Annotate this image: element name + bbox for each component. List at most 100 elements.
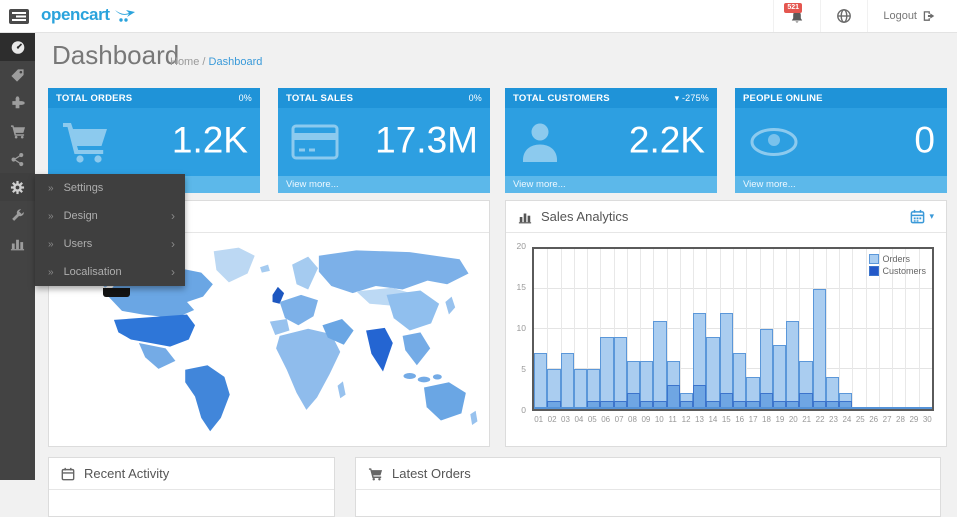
logout-button[interactable]: Logout (867, 0, 951, 32)
date-range-button[interactable]: ▾ (910, 209, 934, 224)
chart-bar-orders (786, 321, 800, 409)
chart-x-tick: 12 (681, 415, 691, 424)
chart-x-tick: 01 (534, 415, 544, 424)
chart-gridline (679, 249, 681, 409)
chart-x-tick: 23 (829, 415, 838, 424)
chart-x-tick: 04 (574, 415, 584, 424)
tile-value: 1.2K (171, 119, 248, 161)
flyout-item-users[interactable]: » Users › (35, 230, 185, 258)
bell-icon (789, 8, 805, 25)
chart-x-tick: 24 (842, 415, 852, 424)
tile-body: 17.3M (278, 108, 490, 176)
tile-body: 0 (735, 108, 947, 176)
sidebar-item-marketing[interactable] (0, 145, 35, 173)
bar-chart-icon (518, 210, 532, 224)
chart-x-tick: 14 (708, 415, 718, 424)
tile-title: TOTAL CUSTOMERS (513, 92, 610, 104)
legend-label: Customers (882, 266, 926, 276)
cart-logo-icon (114, 8, 136, 22)
flyout-item-label: Design (63, 210, 98, 222)
chart-bar-customers (733, 401, 747, 409)
chart-bar-customers (547, 401, 561, 409)
chart-bar-orders (733, 353, 747, 409)
submenu-chevron-icon: › (171, 237, 175, 251)
chart-gridline (918, 249, 920, 409)
sidebar-item-reports[interactable] (0, 229, 35, 257)
chart-gridline (613, 249, 615, 409)
tile-value: 0 (914, 119, 935, 161)
chart-bar-customers (693, 385, 707, 409)
breadcrumb-home-link[interactable]: Home (170, 56, 200, 68)
flyout-item-settings[interactable]: » Settings (35, 174, 185, 202)
legend-swatch (869, 254, 880, 264)
sidebar-item-system[interactable] (0, 173, 35, 201)
chart-y-tick: 10 (516, 323, 526, 333)
chart-legend: Orders Customers (869, 254, 926, 278)
chart-plot: Orders Customers (532, 247, 934, 411)
flyout-item-design[interactable]: » Design › (35, 202, 185, 230)
sidebar-item-sales[interactable] (0, 117, 35, 145)
chart-bar-orders (547, 369, 561, 409)
wrench-icon (10, 208, 25, 223)
chart-y-tick: 15 (516, 282, 526, 292)
chart-gridline (905, 249, 907, 409)
flyout-item-label: Localisation (63, 266, 122, 278)
sidebar-item-extensions[interactable] (0, 89, 35, 117)
chart-gridline (892, 249, 894, 409)
chart-bar-customers (653, 401, 667, 409)
chart-x-tick: 05 (587, 415, 597, 424)
chart-gridline (547, 249, 549, 409)
chart-gridline (626, 249, 628, 409)
double-chevron-icon: » (48, 266, 54, 278)
tile-header: TOTAL ORDERS 0% (48, 88, 260, 108)
chart-x-tick: 11 (668, 415, 677, 424)
share-icon (10, 152, 25, 167)
chart-bar-customers (746, 401, 760, 409)
tile-delta: 0% (468, 93, 482, 103)
sidebar-nav (0, 33, 35, 480)
sidebar-item-tools[interactable] (0, 201, 35, 229)
calendar-icon (61, 467, 75, 481)
chart-y-labels: 0 5 10 15 20 (508, 241, 529, 415)
chart-gridline (560, 249, 562, 409)
chart-gridline (852, 249, 854, 409)
chart-x-tick: 10 (654, 415, 664, 424)
chart-gridline (640, 249, 642, 409)
menu-toggle-button[interactable] (8, 7, 30, 25)
chart-x-tick: 29 (909, 415, 919, 424)
sales-analytics-header: Sales Analytics ▾ (506, 201, 946, 233)
flyout-item-localisation[interactable]: » Localisation › (35, 258, 185, 286)
chart-x-tick: 19 (775, 415, 785, 424)
sidebar-item-catalog[interactable] (0, 61, 35, 89)
panel-title: Sales Analytics (541, 209, 629, 224)
chart-x-tick: 07 (614, 415, 624, 424)
chart-x-tick: 03 (561, 415, 570, 424)
chart-bar-orders (600, 337, 614, 409)
chart-x-tick: 17 (748, 415, 758, 424)
gear-icon (10, 180, 25, 195)
tile-body: 1.2K (48, 108, 260, 176)
view-more-link[interactable]: View more... (735, 176, 947, 193)
tag-icon (10, 68, 25, 83)
stat-tile-total-sales: TOTAL SALES 0% 17.3M View more... (278, 88, 490, 193)
chart-bar-orders (587, 369, 601, 409)
chart-bar-orders (560, 353, 574, 409)
opencart-logo[interactable]: opencart (41, 5, 136, 25)
stores-button[interactable] (820, 0, 867, 32)
chart-x-tick: 02 (547, 415, 557, 424)
view-more-link[interactable]: View more... (278, 176, 490, 193)
logout-label: Logout (883, 10, 917, 22)
chart-bar-customers (587, 401, 601, 409)
chart-y-tick: 5 (521, 364, 526, 374)
notifications-button[interactable]: 521 (773, 0, 820, 32)
dashboard-icon (10, 39, 26, 55)
submenu-chevron-icon: › (171, 209, 175, 223)
chart-baseline (534, 407, 932, 409)
cart-icon (368, 467, 383, 481)
chart-bar-orders (534, 353, 548, 409)
tile-title: PEOPLE ONLINE (743, 92, 823, 104)
view-more-link[interactable]: View more... (505, 176, 717, 193)
breadcrumb-separator: / (202, 56, 206, 68)
chart-gridline (839, 249, 841, 409)
sidebar-item-dashboard[interactable] (0, 33, 35, 61)
